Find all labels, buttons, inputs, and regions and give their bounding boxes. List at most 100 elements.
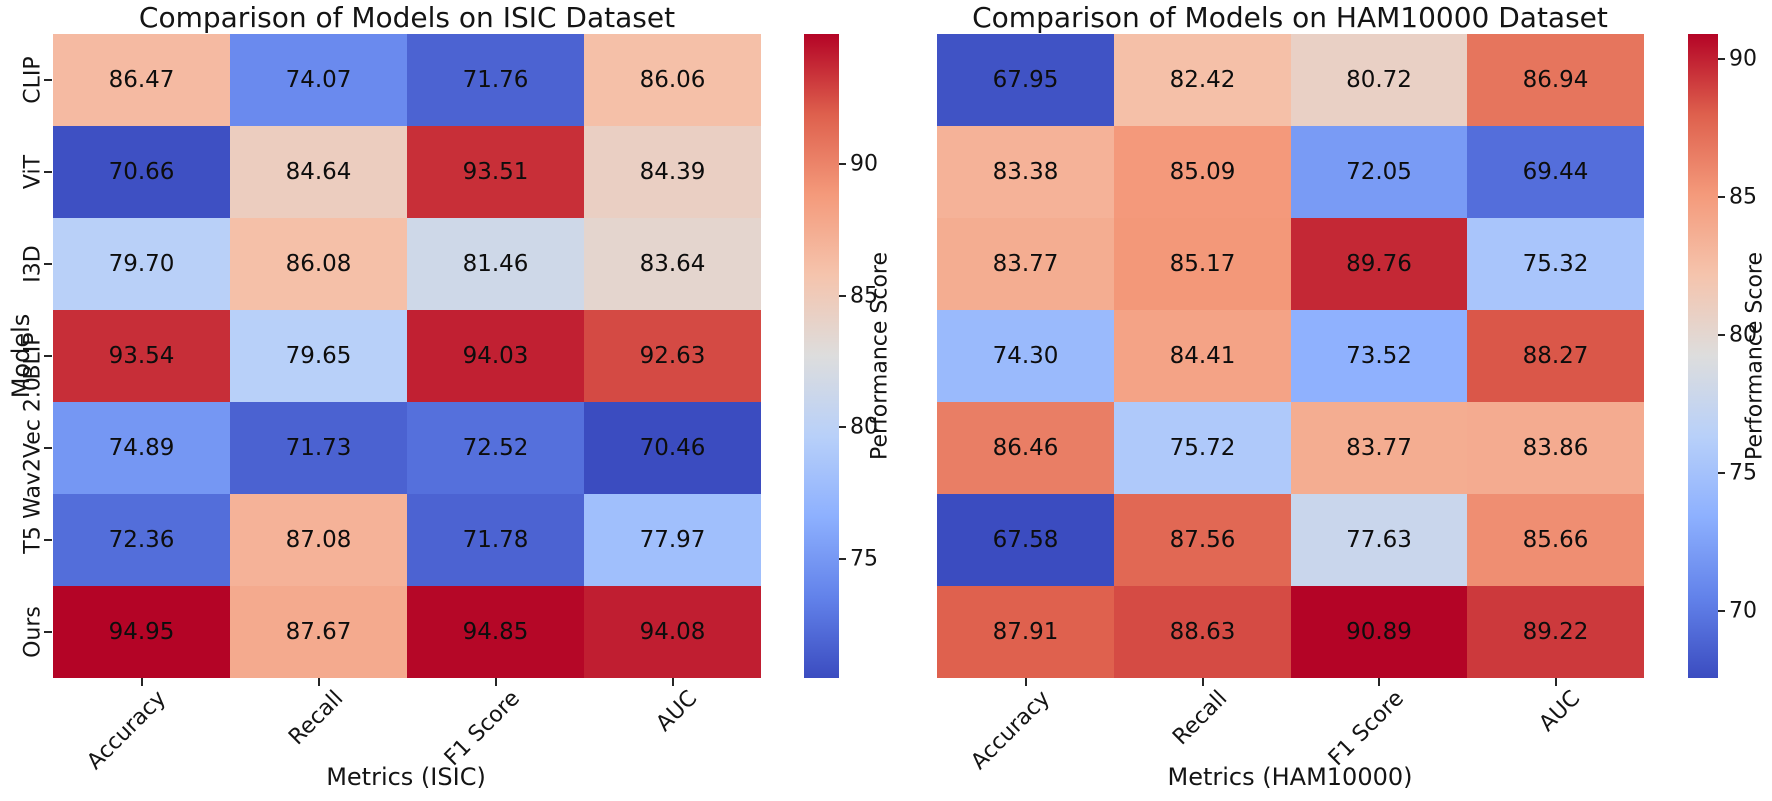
y-tick-mark bbox=[44, 263, 52, 265]
heatmap-cell: 85.09 bbox=[1114, 126, 1291, 218]
heatmap-cell: 83.77 bbox=[937, 218, 1114, 310]
cell-value: 79.70 bbox=[108, 251, 175, 277]
colorbar-label-ham10000: Performance Score bbox=[1742, 251, 1768, 461]
cell-value: 93.51 bbox=[462, 159, 529, 185]
heatmap-cell: 71.73 bbox=[230, 402, 407, 494]
y-tick-mark bbox=[44, 631, 52, 633]
cell-value: 86.94 bbox=[1522, 67, 1589, 93]
colorbar-tick-label: 85 bbox=[850, 283, 878, 309]
cell-value: 94.85 bbox=[462, 619, 529, 645]
heatmap-cell: 83.86 bbox=[1467, 402, 1644, 494]
cell-value: 94.95 bbox=[108, 619, 175, 645]
heatmap-cell: 88.63 bbox=[1114, 586, 1291, 678]
x-tick-mark bbox=[317, 678, 320, 686]
x-tick-mark bbox=[1024, 678, 1027, 686]
cell-value: 77.97 bbox=[639, 527, 706, 553]
cell-value: 85.09 bbox=[1169, 159, 1236, 185]
colorbar-tick-label: 70 bbox=[1729, 598, 1757, 624]
cell-value: 86.08 bbox=[285, 251, 352, 277]
heatmap-cell: 86.94 bbox=[1467, 34, 1644, 126]
cell-value: 67.95 bbox=[992, 67, 1059, 93]
cell-value: 93.54 bbox=[108, 343, 175, 369]
cell-value: 94.03 bbox=[462, 343, 529, 369]
colorbar-tick-mark bbox=[839, 163, 846, 166]
colorbar-tick-label: 75 bbox=[1729, 460, 1757, 486]
cell-value: 83.77 bbox=[992, 251, 1059, 277]
x-tick-label: Accuracy bbox=[82, 686, 172, 775]
cell-value: 86.46 bbox=[992, 435, 1059, 461]
y-tick-label: BLIP bbox=[20, 332, 46, 380]
y-tick-label: T5 bbox=[20, 526, 46, 554]
heatmap-cell: 92.63 bbox=[584, 310, 761, 402]
colorbar-tick-label: 90 bbox=[850, 151, 878, 177]
y-tick-mark bbox=[44, 79, 52, 81]
cell-value: 92.63 bbox=[639, 343, 706, 369]
cell-value: 75.32 bbox=[1522, 251, 1589, 277]
heatmap-cell: 77.97 bbox=[584, 494, 761, 586]
cell-value: 67.58 bbox=[992, 527, 1059, 553]
cell-value: 83.64 bbox=[639, 251, 706, 277]
cell-value: 89.76 bbox=[1346, 251, 1412, 277]
cell-value: 72.52 bbox=[462, 435, 529, 461]
cell-value: 85.17 bbox=[1169, 251, 1236, 277]
heatmap-cell: 72.36 bbox=[53, 494, 230, 586]
heatmap-cell: 81.46 bbox=[407, 218, 584, 310]
cell-value: 83.77 bbox=[1346, 435, 1412, 461]
heatmap-cell: 79.70 bbox=[53, 218, 230, 310]
x-tick-label: AUC bbox=[1534, 686, 1586, 737]
heatmap-cell: 70.66 bbox=[53, 126, 230, 218]
heatmap-cell: 94.95 bbox=[53, 586, 230, 678]
colorbar-tick-label: 80 bbox=[850, 414, 878, 440]
colorbar-tick-mark bbox=[1718, 333, 1725, 336]
x-tick-mark bbox=[1554, 678, 1557, 686]
cell-value: 87.08 bbox=[285, 527, 352, 553]
cell-value: 77.63 bbox=[1346, 527, 1412, 553]
colorbar-tick-mark bbox=[839, 557, 846, 560]
cell-value: 89.22 bbox=[1522, 619, 1589, 645]
heatmap-cell: 85.66 bbox=[1467, 494, 1644, 586]
colorbar-isic bbox=[804, 34, 839, 678]
y-tick-label: Wav2Vec 2.0 bbox=[20, 377, 46, 519]
cell-value: 71.78 bbox=[462, 527, 529, 553]
x-tick-mark bbox=[494, 678, 497, 686]
heatmap-cell: 86.06 bbox=[584, 34, 761, 126]
heatmap-cell: 84.41 bbox=[1114, 310, 1291, 402]
heatmap-cell: 86.47 bbox=[53, 34, 230, 126]
y-tick-mark bbox=[44, 539, 52, 541]
heatmap-cell: 94.85 bbox=[407, 586, 584, 678]
heatmap-cell: 72.05 bbox=[1291, 126, 1467, 218]
y-tick-label: ViT bbox=[20, 154, 46, 190]
heatmap-cell: 87.08 bbox=[230, 494, 407, 586]
heatmap-cell: 93.54 bbox=[53, 310, 230, 402]
cell-value: 86.06 bbox=[639, 67, 706, 93]
cell-value: 81.46 bbox=[462, 251, 529, 277]
cell-value: 88.27 bbox=[1522, 343, 1589, 369]
heatmap-cell: 74.30 bbox=[937, 310, 1114, 402]
heatmap-cell: 77.63 bbox=[1291, 494, 1467, 586]
cell-value: 90.89 bbox=[1346, 619, 1412, 645]
heatmap-cell: 84.39 bbox=[584, 126, 761, 218]
cell-value: 73.52 bbox=[1346, 343, 1412, 369]
heatmap-cell: 74.89 bbox=[53, 402, 230, 494]
heatmap-cell: 70.46 bbox=[584, 402, 761, 494]
cell-value: 85.66 bbox=[1522, 527, 1589, 553]
heatmap-cell: 71.76 bbox=[407, 34, 584, 126]
heatmap-cell: 82.42 bbox=[1114, 34, 1291, 126]
heatmap-cell: 75.32 bbox=[1467, 218, 1644, 310]
cell-value: 82.42 bbox=[1169, 67, 1236, 93]
cell-value: 84.39 bbox=[639, 159, 706, 185]
heatmap-cell: 85.17 bbox=[1114, 218, 1291, 310]
heatmap-cell: 94.03 bbox=[407, 310, 584, 402]
cell-value: 84.41 bbox=[1169, 343, 1236, 369]
cell-value: 74.89 bbox=[108, 435, 175, 461]
heatmap-cell: 87.91 bbox=[937, 586, 1114, 678]
heatmap-cell: 87.56 bbox=[1114, 494, 1291, 586]
cell-value: 75.72 bbox=[1169, 435, 1236, 461]
y-tick-mark bbox=[44, 171, 52, 173]
heatmap-cell: 69.44 bbox=[1467, 126, 1644, 218]
y-tick-label: I3D bbox=[20, 245, 46, 283]
cell-value: 94.08 bbox=[639, 619, 706, 645]
x-tick-mark bbox=[671, 678, 674, 686]
heatmap-cell: 89.22 bbox=[1467, 586, 1644, 678]
